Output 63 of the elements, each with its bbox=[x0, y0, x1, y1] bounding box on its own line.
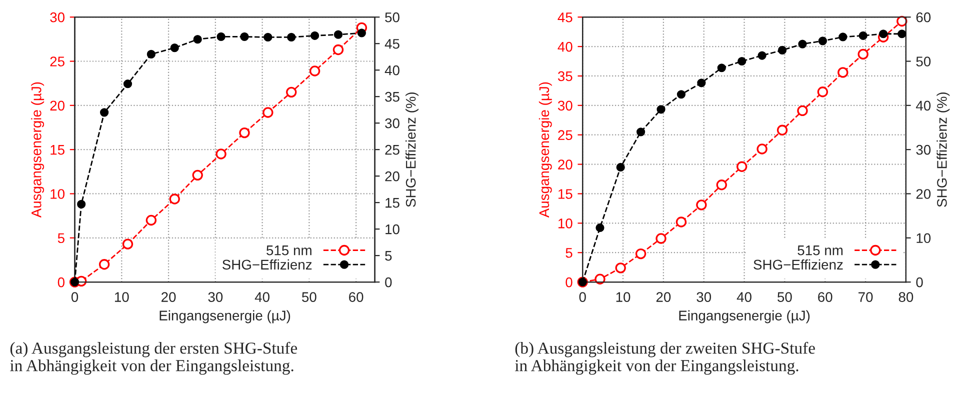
y-tick-label: 15 bbox=[558, 189, 572, 199]
y-tick-label: 5 bbox=[566, 248, 572, 258]
y-tick-label: 35 bbox=[558, 71, 572, 82]
y-tick-label: 10 bbox=[558, 218, 572, 228]
x-tick-label: 40 bbox=[254, 292, 270, 302]
y-axis-title: Ausgangsenergie (µJ) bbox=[31, 82, 44, 218]
y2-tick-label: 50 bbox=[916, 56, 931, 66]
y-tick-label: 20 bbox=[50, 100, 65, 111]
y-tick-label: 30 bbox=[50, 12, 65, 22]
x-tick-label: 0 bbox=[71, 292, 78, 302]
y2-axis-title: SHG−Effizienz (%) bbox=[936, 92, 950, 207]
y2-tick-label: 20 bbox=[385, 171, 400, 182]
y-tick-label: 25 bbox=[50, 56, 64, 66]
y2-tick-label: 10 bbox=[386, 224, 400, 234]
y-tick-label: 40 bbox=[558, 42, 572, 52]
legend-label: 515 nm bbox=[266, 246, 312, 256]
text: (a) Ausgangsleistung der ersten SHG-Stufe in Abhängigkeit von der Eingangsleistung. bbox=[10, 342, 298, 375]
x-tick-label: 10 bbox=[114, 292, 129, 302]
x-tick-label: 0 bbox=[579, 292, 586, 302]
y2-tick-label: 35 bbox=[385, 92, 400, 102]
x-axis-title: Eingangsenergie (µJ) bbox=[160, 310, 290, 324]
x-tick-label: 30 bbox=[696, 292, 712, 302]
y2-tick-label: 45 bbox=[384, 39, 400, 49]
y-tick-label: 30 bbox=[558, 100, 572, 111]
y-tick-label: 0 bbox=[566, 277, 572, 288]
y2-tick-label: 30 bbox=[916, 144, 931, 155]
y-axis-title: Ausgangsenergie (µJ) bbox=[538, 82, 552, 218]
y2-tick-label: 15 bbox=[386, 198, 400, 208]
y2-tick-label: 0 bbox=[916, 277, 923, 288]
x-tick-label: 80 bbox=[898, 292, 914, 302]
y2-tick-label: 40 bbox=[384, 65, 400, 76]
y2-tick-label: 10 bbox=[916, 233, 931, 244]
legend-label: SHG−Effizienz bbox=[754, 259, 843, 270]
y-tick-label: 5 bbox=[58, 233, 64, 244]
y2-tick-label: 5 bbox=[385, 251, 392, 261]
legend-label: 515 nm bbox=[798, 246, 843, 256]
x-tick-label: 10 bbox=[616, 292, 630, 302]
legend-label: SHG−Effizienz bbox=[222, 259, 312, 270]
y2-tick-label: 0 bbox=[385, 277, 392, 288]
y-tick-label: 10 bbox=[50, 189, 65, 199]
y2-tick-label: 20 bbox=[916, 189, 931, 199]
x-tick-label: 50 bbox=[778, 292, 792, 302]
y2-axis-title: SHG−Effizienz (%) bbox=[406, 92, 418, 207]
x-tick-label: 60 bbox=[818, 292, 832, 302]
y2-tick-label: 50 bbox=[385, 12, 400, 22]
x-tick-label: 20 bbox=[162, 292, 176, 302]
y-tick-label: 25 bbox=[558, 130, 572, 140]
x-tick-label: 60 bbox=[349, 292, 364, 302]
y2-tick-label: 25 bbox=[385, 144, 400, 155]
y-tick-label: 15 bbox=[50, 145, 64, 155]
x-tick-label: 50 bbox=[302, 292, 316, 302]
x-tick-label: 40 bbox=[736, 292, 752, 302]
y-tick-label: 45 bbox=[558, 12, 572, 22]
y2-tick-label: 60 bbox=[916, 12, 931, 22]
x-tick-label: 70 bbox=[858, 292, 873, 302]
x-tick-label: 30 bbox=[208, 292, 223, 302]
x-axis-title: Eingangsenergie (µJ) bbox=[679, 310, 810, 324]
y-tick-label: 20 bbox=[558, 160, 572, 170]
y2-tick-label: 40 bbox=[916, 100, 931, 111]
x-tick-label: 20 bbox=[656, 292, 671, 302]
text: (b) Ausgangsleistung der zweiten SHG-Stufe in Abhängigkeit von der Eingangsleistung. bbox=[514, 342, 815, 375]
y-tick-label: 0 bbox=[58, 277, 64, 288]
y2-tick-label: 30 bbox=[385, 118, 400, 128]
